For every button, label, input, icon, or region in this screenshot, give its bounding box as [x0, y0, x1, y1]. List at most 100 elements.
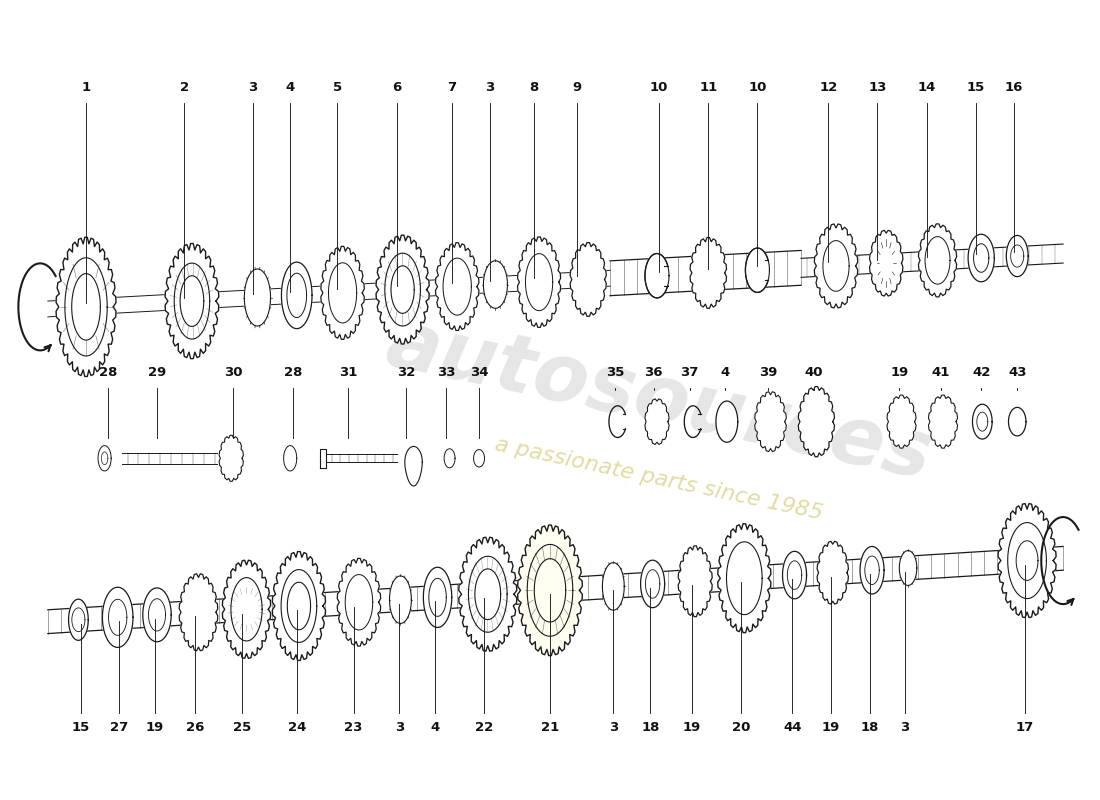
- Polygon shape: [526, 254, 552, 310]
- Text: 36: 36: [645, 366, 663, 379]
- Polygon shape: [527, 545, 573, 636]
- Polygon shape: [321, 246, 364, 339]
- Polygon shape: [165, 243, 219, 358]
- Text: 33: 33: [437, 366, 455, 379]
- Polygon shape: [918, 224, 957, 297]
- Polygon shape: [47, 270, 610, 317]
- Polygon shape: [535, 558, 565, 622]
- Text: 6: 6: [393, 82, 402, 94]
- Text: 4: 4: [431, 722, 440, 734]
- Polygon shape: [746, 248, 769, 292]
- Polygon shape: [72, 274, 100, 340]
- Polygon shape: [287, 274, 307, 318]
- Text: 10: 10: [748, 82, 767, 94]
- Polygon shape: [869, 230, 903, 296]
- Text: 43: 43: [1008, 366, 1026, 379]
- Text: 3: 3: [608, 722, 618, 734]
- Text: 26: 26: [186, 722, 205, 734]
- Text: 5: 5: [332, 82, 342, 94]
- Polygon shape: [345, 574, 373, 630]
- Polygon shape: [1006, 235, 1028, 277]
- Polygon shape: [122, 453, 217, 464]
- Polygon shape: [679, 546, 712, 617]
- Text: 12: 12: [820, 82, 837, 94]
- Text: 3: 3: [485, 82, 495, 94]
- Polygon shape: [376, 235, 429, 344]
- Polygon shape: [717, 524, 771, 633]
- Polygon shape: [610, 250, 801, 296]
- Polygon shape: [222, 560, 271, 658]
- Polygon shape: [474, 450, 484, 467]
- Polygon shape: [101, 452, 108, 465]
- Text: 15: 15: [72, 722, 90, 734]
- Text: 3: 3: [395, 722, 404, 734]
- Polygon shape: [68, 599, 88, 640]
- Polygon shape: [389, 576, 411, 623]
- Text: 18: 18: [860, 722, 879, 734]
- Polygon shape: [148, 598, 165, 631]
- Text: 27: 27: [110, 722, 128, 734]
- Polygon shape: [287, 582, 310, 630]
- Polygon shape: [1008, 522, 1046, 598]
- Text: 11: 11: [700, 82, 717, 94]
- Text: 19: 19: [683, 722, 701, 734]
- Polygon shape: [469, 556, 507, 632]
- Text: autosources: autosources: [379, 304, 939, 496]
- Polygon shape: [483, 261, 507, 308]
- Polygon shape: [716, 401, 738, 442]
- Polygon shape: [102, 587, 133, 647]
- Text: 39: 39: [759, 366, 778, 379]
- Text: 29: 29: [147, 366, 166, 379]
- Polygon shape: [782, 551, 806, 599]
- Polygon shape: [244, 269, 271, 326]
- Text: 19: 19: [145, 722, 164, 734]
- Polygon shape: [282, 570, 317, 642]
- Text: 17: 17: [1015, 722, 1034, 734]
- Polygon shape: [475, 569, 500, 619]
- Polygon shape: [424, 567, 452, 627]
- Polygon shape: [1016, 541, 1038, 580]
- Text: 8: 8: [529, 82, 538, 94]
- Polygon shape: [998, 503, 1056, 618]
- Text: 31: 31: [339, 366, 358, 379]
- Polygon shape: [646, 570, 660, 598]
- Polygon shape: [726, 542, 762, 614]
- Polygon shape: [865, 556, 879, 585]
- Polygon shape: [429, 578, 447, 616]
- Text: 14: 14: [917, 82, 936, 94]
- Polygon shape: [179, 574, 218, 650]
- Polygon shape: [645, 254, 669, 298]
- Text: 20: 20: [732, 722, 750, 734]
- Polygon shape: [327, 454, 397, 462]
- Polygon shape: [180, 276, 204, 326]
- Polygon shape: [1009, 407, 1026, 436]
- Polygon shape: [329, 262, 356, 323]
- Polygon shape: [444, 449, 455, 468]
- Polygon shape: [603, 562, 624, 610]
- Text: a passionate parts since 1985: a passionate parts since 1985: [494, 434, 825, 524]
- Polygon shape: [65, 258, 107, 356]
- Polygon shape: [109, 599, 126, 635]
- Polygon shape: [385, 253, 420, 326]
- Text: 44: 44: [783, 722, 802, 734]
- Polygon shape: [887, 395, 916, 448]
- Polygon shape: [320, 449, 327, 468]
- Polygon shape: [443, 258, 472, 315]
- Polygon shape: [405, 446, 422, 486]
- Polygon shape: [817, 542, 848, 604]
- Polygon shape: [755, 392, 786, 451]
- Polygon shape: [174, 263, 210, 339]
- Polygon shape: [517, 237, 561, 327]
- Text: 21: 21: [541, 722, 559, 734]
- Text: 10: 10: [650, 82, 669, 94]
- Text: 3: 3: [900, 722, 910, 734]
- Polygon shape: [284, 446, 297, 471]
- Polygon shape: [814, 224, 858, 308]
- Text: 1: 1: [81, 82, 90, 94]
- Text: 37: 37: [681, 366, 698, 379]
- Text: 18: 18: [641, 722, 660, 734]
- Polygon shape: [801, 244, 1063, 278]
- Text: 15: 15: [967, 82, 984, 94]
- Polygon shape: [925, 237, 950, 284]
- Text: 3: 3: [249, 82, 257, 94]
